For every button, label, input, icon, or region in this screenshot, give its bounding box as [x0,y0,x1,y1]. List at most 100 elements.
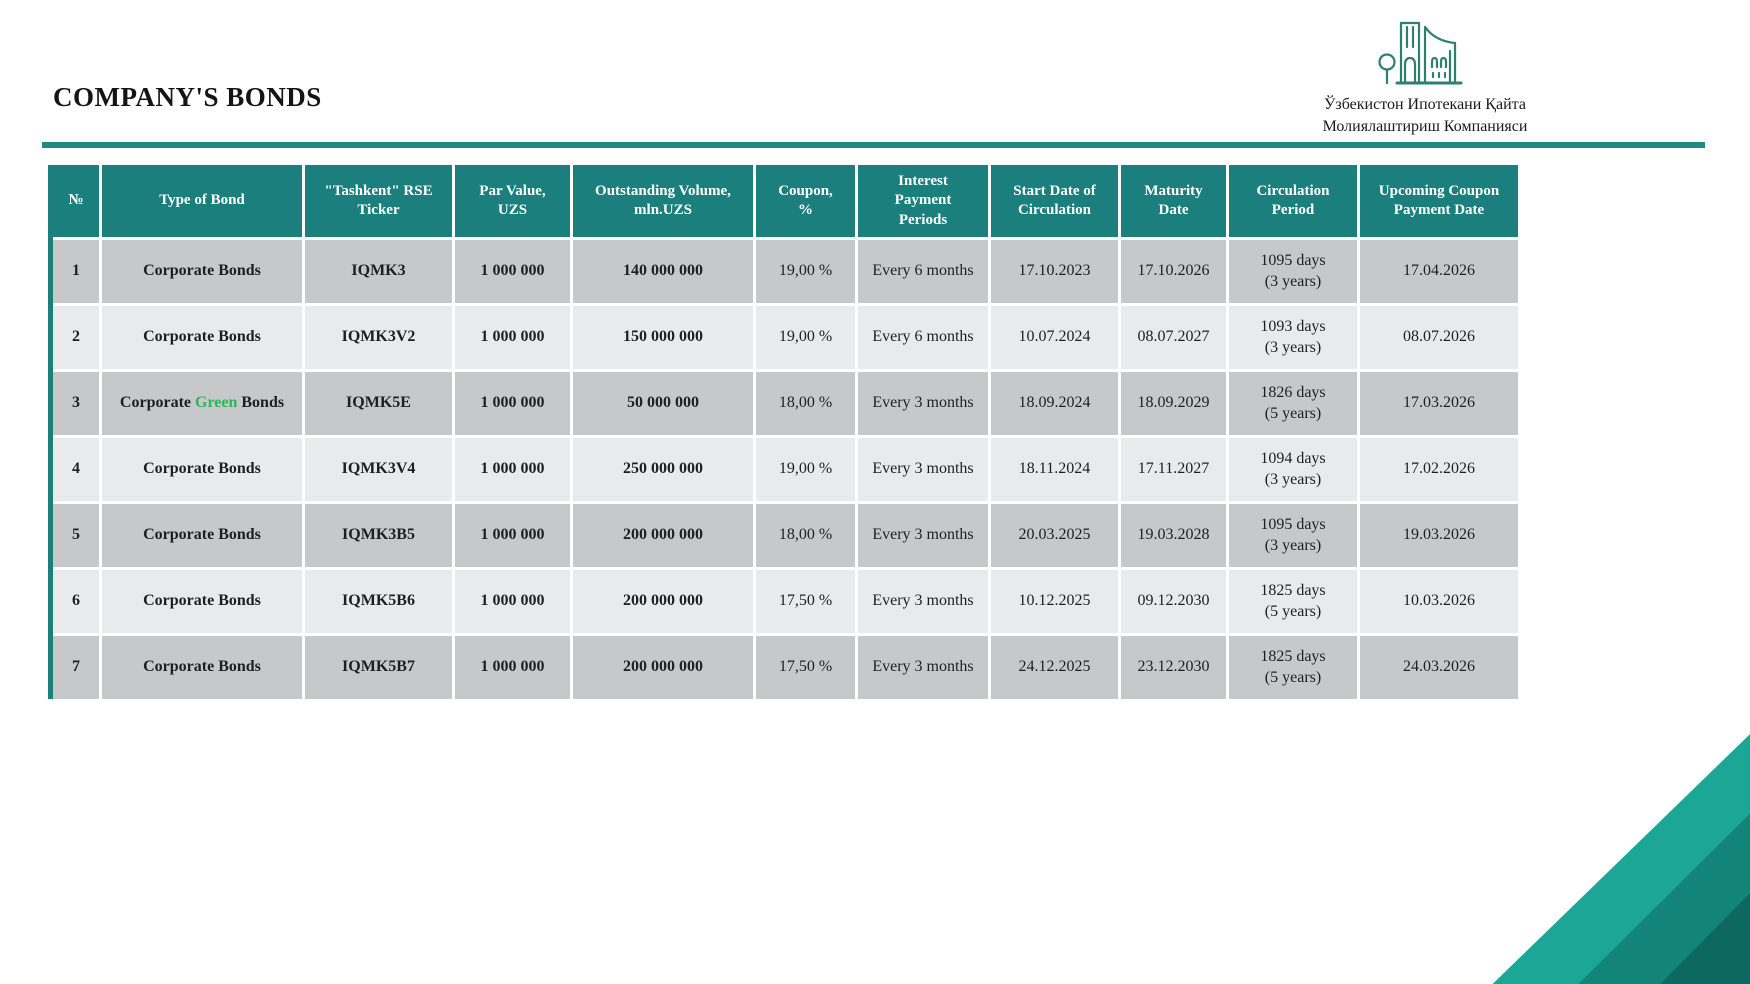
ticker-cell: IQMK3 [305,240,452,303]
start-date-cell: 20.03.2025 [991,504,1118,567]
upcoming-coupon-cell: 17.04.2026 [1360,240,1518,303]
circulation-period-cell: 1825 days (5 years) [1229,636,1357,699]
par-value-cell: 1 000 000 [455,438,570,501]
bond-type-cell: Corporate Bonds [102,438,302,501]
bond-type-cell: Corporate Bonds [102,636,302,699]
maturity-date-cell: 19.03.2028 [1121,504,1226,567]
column-header-1: № [53,165,99,237]
coupon-cell: 19,00 % [756,306,855,369]
bond-type-text: Corporate [119,394,196,412]
title-underline [42,142,1705,148]
bond-number-cell: 7 [53,636,99,699]
column-header-4: Par Value, UZS [455,165,570,237]
bond-type-text: Corporate Bonds [143,262,261,280]
bond-type-text: Corporate Bonds [143,460,261,478]
bond-type-cell: Corporate Bonds [102,570,302,633]
ticker-cell: IQMK3V4 [305,438,452,501]
outstanding-volume-cell: 200 000 000 [573,570,753,633]
interest-period-cell: Every 3 months [858,504,988,567]
maturity-date-cell: 17.10.2026 [1121,240,1226,303]
table-left-accent-bar [48,165,53,699]
bond-type-text: Corporate Bonds [143,592,261,610]
bond-type-cell: Corporate Bonds [102,240,302,303]
outstanding-volume-cell: 150 000 000 [573,306,753,369]
upcoming-coupon-cell: 19.03.2026 [1360,504,1518,567]
bond-type-cell: Corporate Bonds [102,504,302,567]
coupon-cell: 19,00 % [756,240,855,303]
coupon-cell: 17,50 % [756,636,855,699]
bond-type-cell: Corporate Green Bonds [102,372,302,435]
circulation-period-cell: 1093 days (3 years) [1229,306,1357,369]
column-header-3: "Tashkent" RSE Ticker [305,165,452,237]
column-header-6: Coupon, % [756,165,855,237]
bond-type-text: Bonds [237,394,285,412]
bond-number-cell: 4 [53,438,99,501]
outstanding-volume-cell: 250 000 000 [573,438,753,501]
start-date-cell: 24.12.2025 [991,636,1118,699]
bond-number-cell: 5 [53,504,99,567]
interest-period-cell: Every 3 months [858,570,988,633]
par-value-cell: 1 000 000 [455,372,570,435]
upcoming-coupon-cell: 17.03.2026 [1360,372,1518,435]
column-header-8: Start Date of Circulation [991,165,1118,237]
interest-period-cell: Every 3 months [858,636,988,699]
table-row: 7 Corporate Bonds IQMK5B7 1 000 000 200 000 … [53,636,1518,699]
maturity-date-cell: 08.07.2027 [1121,306,1226,369]
corner-decoration [1360,700,1750,984]
interest-period-cell: Every 6 months [858,240,988,303]
maturity-date-cell: 09.12.2030 [1121,570,1226,633]
table-header-row: № Type of Bond "Tashkent" RSE Ticker Par Va… [53,165,1518,237]
coupon-cell: 19,00 % [756,438,855,501]
table-row: 6 Corporate Bonds IQMK5B6 1 000 000 200 000 … [53,570,1518,633]
start-date-cell: 17.10.2023 [991,240,1118,303]
column-header-10: Circulation Period [1229,165,1357,237]
par-value-cell: 1 000 000 [455,570,570,633]
logo-text-line2: Молиялаштириш Компанияси [1322,117,1528,135]
company-logo: Ўзбекистон Ипотекани Қайта Молиялаштириш… [1280,16,1570,137]
logo-text-line1: Ўзбекистон Ипотекани Қайта [1324,96,1526,113]
upcoming-coupon-cell: 17.02.2026 [1360,438,1518,501]
par-value-cell: 1 000 000 [455,636,570,699]
coupon-cell: 17,50 % [756,570,855,633]
start-date-cell: 18.09.2024 [991,372,1118,435]
coupon-cell: 18,00 % [756,372,855,435]
outstanding-volume-cell: 50 000 000 [573,372,753,435]
interest-period-cell: Every 6 months [858,306,988,369]
ticker-cell: IQMK5E [305,372,452,435]
column-header-5: Outstanding Volume, mln.UZS [573,165,753,237]
outstanding-volume-cell: 140 000 000 [573,240,753,303]
bond-number-cell: 6 [53,570,99,633]
corner-triangle-dark [1660,893,1750,984]
page-title: COMPANY'S BONDS [53,82,322,112]
bond-type-text: Corporate Bonds [143,328,261,346]
circulation-period-cell: 1095 days (3 years) [1229,240,1357,303]
ticker-cell: IQMK5B6 [305,570,452,633]
bond-type-text: Corporate Bonds [143,658,261,676]
corner-triangle-light [1492,734,1750,984]
column-header-9: Maturity Date [1121,165,1226,237]
table-row: 3 Corporate Green Bonds IQMK5E 1 000 000 50 … [53,372,1518,435]
maturity-date-cell: 23.12.2030 [1121,636,1226,699]
upcoming-coupon-cell: 24.03.2026 [1360,636,1518,699]
coupon-cell: 18,00 % [756,504,855,567]
bond-type-green-word: Green [195,394,238,412]
start-date-cell: 10.12.2025 [991,570,1118,633]
bond-type-cell: Corporate Bonds [102,306,302,369]
column-header-2: Type of Bond [102,165,302,237]
bond-number-cell: 2 [53,306,99,369]
table-row: 4 Corporate Bonds IQMK3V4 1 000 000 250 000 … [53,438,1518,501]
par-value-cell: 1 000 000 [455,306,570,369]
bonds-table: № Type of Bond "Tashkent" RSE Ticker Par Va… [50,162,1521,702]
bond-number-cell: 3 [53,372,99,435]
maturity-date-cell: 17.11.2027 [1121,438,1226,501]
outstanding-volume-cell: 200 000 000 [573,636,753,699]
interest-period-cell: Every 3 months [858,438,988,501]
outstanding-volume-cell: 200 000 000 [573,504,753,567]
column-header-11: Upcoming Coupon Payment Date [1360,165,1518,237]
corner-triangle-mid [1578,813,1750,984]
column-header-7: Interest Payment Periods [858,165,988,237]
circulation-period-cell: 1095 days (3 years) [1229,504,1357,567]
upcoming-coupon-cell: 08.07.2026 [1360,306,1518,369]
start-date-cell: 10.07.2024 [991,306,1118,369]
bonds-table-area: № Type of Bond "Tashkent" RSE Ticker Par Va… [48,162,1521,702]
